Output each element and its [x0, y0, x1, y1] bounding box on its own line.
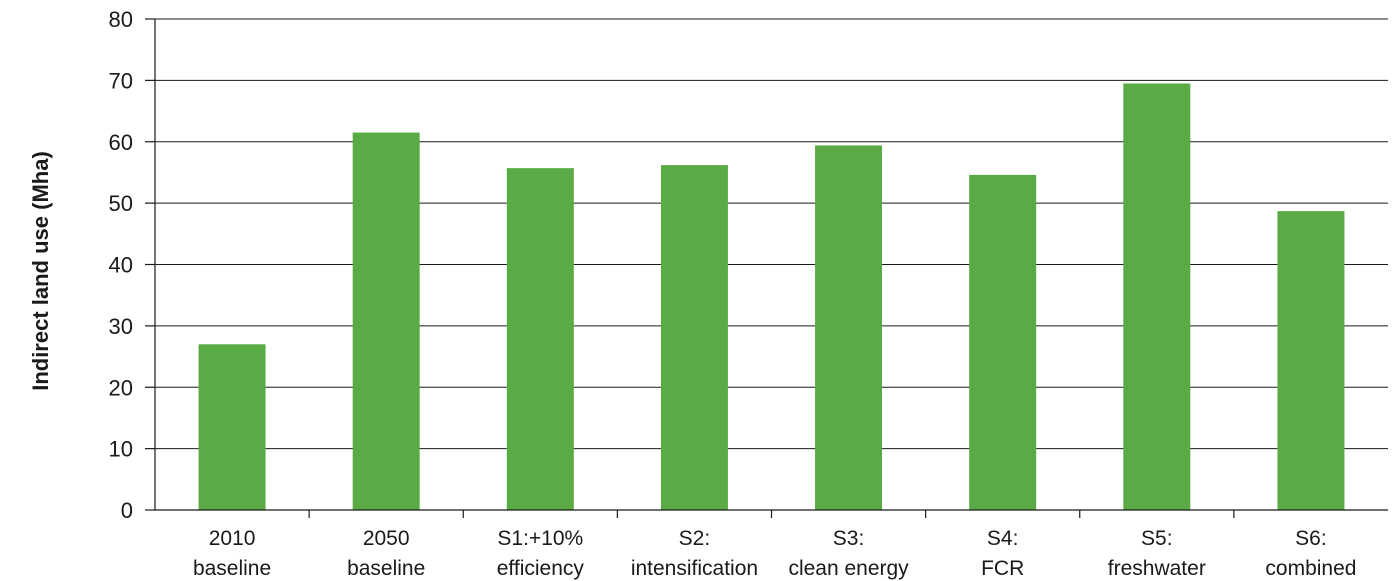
x-tick-label: S2: — [679, 527, 711, 550]
y-tick-label: 10 — [109, 437, 133, 462]
x-tick-label: S5: — [1141, 527, 1173, 550]
y-tick-label: 60 — [109, 130, 133, 155]
y-tick-label: 70 — [109, 68, 133, 93]
bar — [506, 168, 574, 511]
y-tick-label: 50 — [109, 191, 133, 216]
x-tick-label: combined — [1265, 557, 1356, 580]
x-tick-label: S4: — [987, 527, 1019, 550]
bar — [352, 132, 420, 510]
bar — [1123, 83, 1191, 510]
bars — [198, 83, 1345, 511]
bar — [1277, 211, 1345, 510]
x-tick-label: S1:+10% — [497, 527, 583, 550]
x-tick-label: efficiency — [497, 557, 585, 580]
x-tick-label: freshwater — [1108, 557, 1206, 580]
bar — [198, 344, 266, 510]
y-tick-label: 20 — [109, 375, 133, 400]
gridlines — [155, 18, 1388, 450]
x-tick-label: intensification — [631, 557, 758, 580]
y-tick-label: 0 — [121, 498, 133, 523]
bar — [969, 174, 1037, 510]
bar — [660, 165, 728, 510]
bar — [815, 145, 883, 510]
y-tick-labels: 0 10 20 30 40 50 60 70 80 — [109, 7, 155, 523]
y-tick-label: 80 — [109, 7, 133, 32]
y-axis-label: Indirect land use (Mha) — [28, 151, 53, 391]
x-tick-label: S6: — [1295, 527, 1327, 550]
y-tick-label: 40 — [109, 253, 133, 278]
x-tick-label: 2050 — [363, 527, 410, 550]
x-tick-label: clean energy — [788, 557, 909, 580]
x-tick-label: S3: — [833, 527, 865, 550]
x-tick-label: baseline — [347, 557, 425, 580]
y-tick-label: 30 — [109, 314, 133, 339]
x-tick-label: FCR — [981, 557, 1024, 580]
x-tick-label: baseline — [193, 557, 271, 580]
x-tick-label: 2010 — [209, 527, 256, 550]
x-tick-labels: 2010 baseline 2050 baseline S1:+10% efficienc… — [193, 510, 1356, 580]
